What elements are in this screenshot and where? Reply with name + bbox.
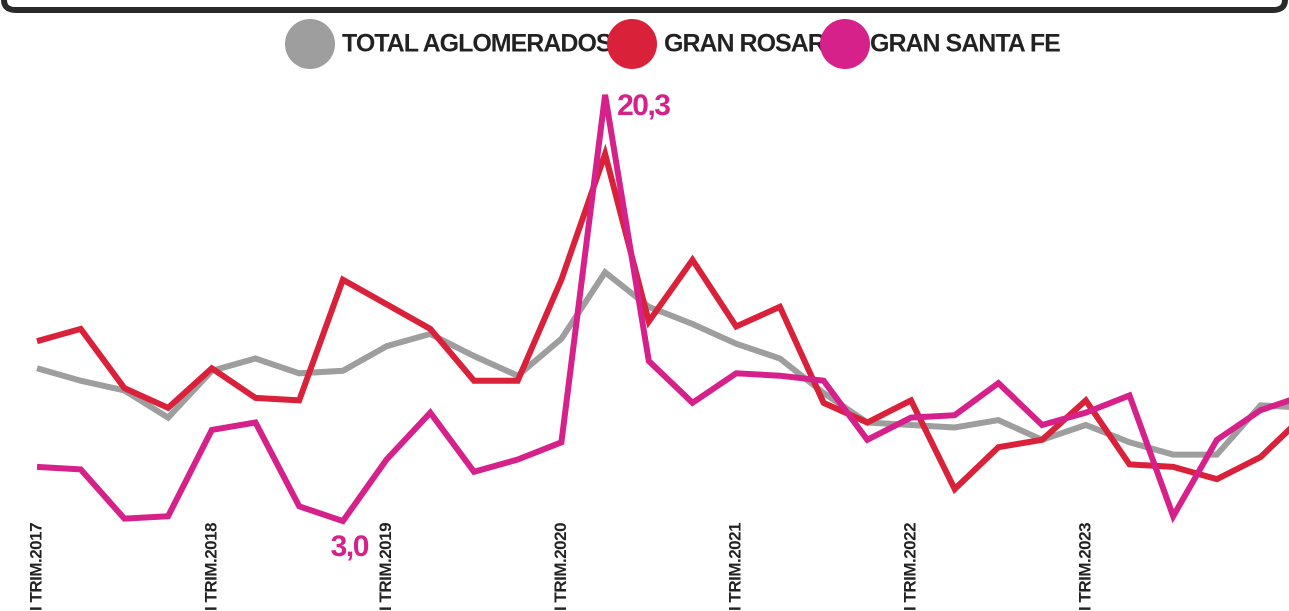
legend-label: GRAN SANTA FE (870, 30, 1060, 58)
data-label: 3,0 (331, 530, 369, 563)
series-line (36, 94, 1289, 525)
x-tick-label: I TRIM.2023 (1075, 523, 1094, 611)
legend-swatch (820, 19, 870, 69)
x-tick-label: I TRIM.2017 (26, 523, 45, 611)
series-line (36, 267, 1289, 458)
x-tick-label: I TRIM.2021 (726, 523, 745, 611)
data-label: 20,3 (617, 89, 670, 122)
series-line (36, 143, 1289, 495)
x-tick-label: I TRIM.2020 (551, 523, 570, 611)
x-tick-label: I TRIM.2022 (900, 523, 919, 611)
legend: TOTAL AGLOMERADOS GRAN ROSARIO GRAN SANTA … (285, 19, 1061, 69)
legend-swatch (285, 19, 335, 69)
x-tick-label: I TRIM.2018 (201, 523, 220, 611)
legend-label: TOTAL AGLOMERADOS (342, 30, 612, 58)
plot-area: I TRIM.2017 I TRIM.2018 I TRIM.2019 I TRIM.… (26, 89, 1289, 611)
x-tick-label: I TRIM.2019 (376, 523, 395, 611)
legend-swatch (607, 19, 657, 69)
legend-label: GRAN ROSARIO (664, 30, 850, 58)
frame (0, 0, 1288, 13)
